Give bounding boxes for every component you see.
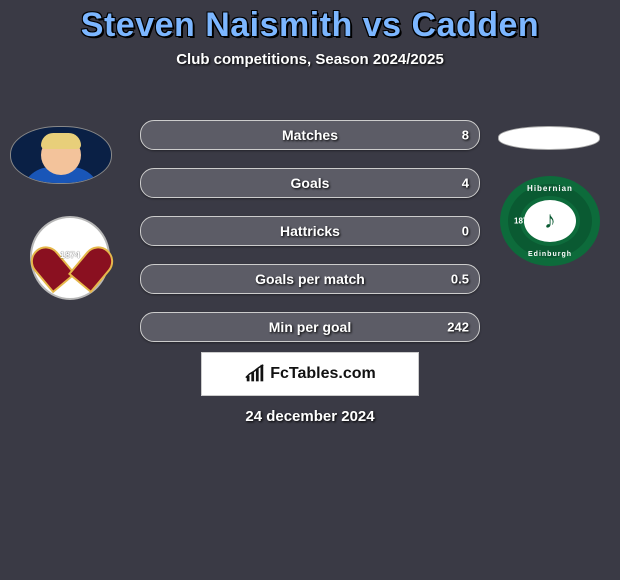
crest-year: 1875 xyxy=(514,217,532,226)
stat-right-value: 0 xyxy=(462,224,469,239)
harp-icon: ♪ xyxy=(544,207,556,235)
stat-right-value: 0.5 xyxy=(451,272,469,287)
stat-bar-goals: Goals 4 xyxy=(140,168,480,198)
club-crest-hibernian: ♪ Hibernian 1875 Edinburgh xyxy=(500,176,600,266)
stat-label: Matches xyxy=(282,127,338,143)
player-left-avatar xyxy=(10,126,112,184)
stat-bars: Matches 8 Goals 4 Hattricks 0 Goals per … xyxy=(140,120,480,360)
brand-box: FcTables.com xyxy=(201,352,419,396)
title-row: Steven Naismith vs Cadden xyxy=(0,0,620,45)
subtitle: Club competitions, Season 2024/2025 xyxy=(0,51,620,68)
stat-right-value: 8 xyxy=(462,128,469,143)
stat-label: Min per goal xyxy=(269,319,351,335)
stat-right-value: 242 xyxy=(447,320,469,335)
stat-label: Goals xyxy=(291,175,330,191)
comparison-card: Steven Naismith vs Cadden Club competiti… xyxy=(0,0,620,580)
stat-bar-goals-per-match: Goals per match 0.5 xyxy=(140,264,480,294)
page-title: Steven Naismith vs Cadden xyxy=(81,6,539,44)
stat-bar-matches: Matches 8 xyxy=(140,120,480,150)
date-text: 24 december 2024 xyxy=(0,408,620,425)
stat-label: Goals per match xyxy=(255,271,365,287)
hair-shape xyxy=(41,133,81,149)
stat-bar-hattricks: Hattricks 0 xyxy=(140,216,480,246)
crest-name: Hibernian xyxy=(500,184,600,193)
stat-right-value: 4 xyxy=(462,176,469,191)
stat-bar-min-per-goal: Min per goal 242 xyxy=(140,312,480,342)
club-crest-hearts: 1874 xyxy=(30,216,110,300)
stat-label: Hattricks xyxy=(280,223,340,239)
crest-city: Edinburgh xyxy=(500,251,600,258)
crest-year: 1874 xyxy=(30,250,110,260)
bar-chart-icon xyxy=(244,363,266,385)
brand-text: FcTables.com xyxy=(270,365,376,383)
player-right-avatar xyxy=(498,126,600,150)
